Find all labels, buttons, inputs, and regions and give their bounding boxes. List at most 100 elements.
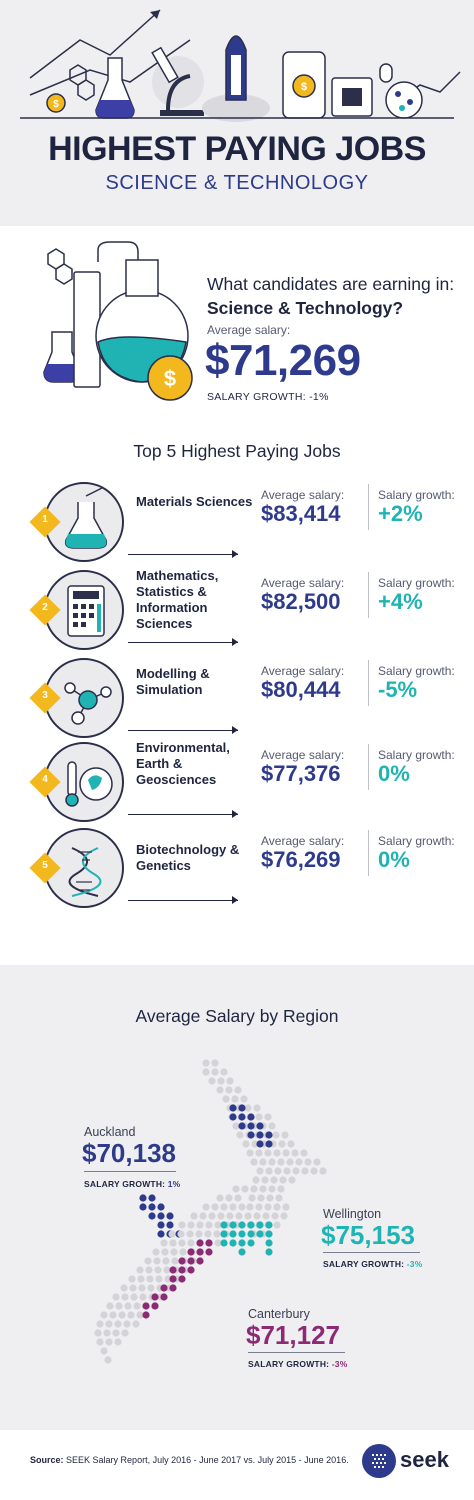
map-dot: [103, 1329, 111, 1337]
wellington-growth: SALARY GROWTH: -3%: [323, 1259, 422, 1269]
map-dot: [205, 1221, 213, 1229]
intro-salary-growth: SALARY GROWTH: -1%: [207, 391, 329, 403]
map-dot: [220, 1230, 228, 1238]
map-dot: [104, 1356, 112, 1364]
map-dot: [264, 1113, 272, 1121]
map-dot: [256, 1221, 264, 1229]
map-dot: [300, 1149, 308, 1157]
job-row: 2 Mathematics, Statistics & Information S…: [0, 566, 474, 650]
map-dot: [157, 1212, 165, 1220]
map-dot: [220, 1068, 228, 1076]
map-dot: [229, 1113, 237, 1121]
map-dot: [255, 1203, 263, 1211]
wellington-label: Wellington: [323, 1207, 382, 1221]
map-dot: [187, 1266, 195, 1274]
canterbury-rule: [248, 1352, 345, 1353]
map-dot: [94, 1329, 102, 1337]
map-dot: [114, 1338, 122, 1346]
map-dot: [127, 1311, 135, 1319]
map-dot: [112, 1293, 120, 1301]
canterbury-salary: $71,127: [246, 1320, 340, 1350]
map-dot: [240, 1095, 248, 1103]
rank-number: 3: [42, 690, 48, 701]
map-dot: [114, 1320, 122, 1328]
map-dot: [169, 1239, 177, 1247]
intro-question-line2: Science & Technology?: [207, 298, 404, 318]
map-dot: [148, 1194, 156, 1202]
map-dot: [136, 1311, 144, 1319]
map-dot: [279, 1176, 287, 1184]
map-dot: [169, 1284, 177, 1292]
map-dot: [247, 1122, 255, 1130]
map-dot: [166, 1212, 174, 1220]
seek-logo-icon: [362, 1444, 396, 1478]
map-dot: [129, 1284, 137, 1292]
map-dot: [282, 1149, 290, 1157]
map-dot: [229, 1221, 237, 1229]
map-dot: [304, 1158, 312, 1166]
map-dot: [270, 1176, 278, 1184]
map-dot: [142, 1311, 150, 1319]
svg-text:$: $: [53, 99, 59, 110]
map-dot: [112, 1329, 120, 1337]
job-growth-label: Salary growth:: [378, 748, 455, 762]
map-dot: [292, 1167, 300, 1175]
arrow-right-icon: [232, 550, 238, 558]
map-dot: [255, 1149, 263, 1157]
job-salary-growth: +4%: [378, 589, 423, 614]
map-dot: [123, 1320, 131, 1328]
map-dot: [265, 1167, 273, 1175]
map-dot: [244, 1104, 252, 1112]
map-dot: [146, 1275, 154, 1283]
map-dot: [96, 1338, 104, 1346]
map-dot: [124, 1302, 132, 1310]
map-dot: [244, 1212, 252, 1220]
wellington-rule: [323, 1252, 420, 1253]
arrow-right-icon: [232, 810, 238, 818]
map-dot: [204, 1230, 212, 1238]
map-dot: [222, 1095, 230, 1103]
map-dot: [226, 1077, 234, 1085]
map-dot: [109, 1311, 117, 1319]
map-dot: [196, 1239, 204, 1247]
map-dot: [247, 1221, 255, 1229]
map-dot: [313, 1158, 321, 1166]
map-dot: [142, 1302, 150, 1310]
map-dot: [278, 1140, 286, 1148]
map-dot: [280, 1212, 288, 1220]
job-salary-growth: 0%: [378, 847, 410, 872]
map-dot: [319, 1167, 327, 1175]
map-dot: [229, 1239, 237, 1247]
map-dot: [152, 1248, 160, 1256]
map-dot: [301, 1167, 309, 1175]
map-dot: [160, 1239, 168, 1247]
map-dot: [220, 1203, 228, 1211]
map-dot: [256, 1122, 264, 1130]
intro-question-line1: What candidates are earning in:: [207, 274, 455, 294]
map-dot: [264, 1203, 272, 1211]
map-dot: [247, 1239, 255, 1247]
header-banner: $ $ HIGHEST PAYING JOBS SCIENCE & TECHNO…: [0, 0, 474, 226]
svg-text:$: $: [301, 81, 307, 93]
map-dot: [238, 1248, 246, 1256]
source-text: SEEK Salary Report, July 2016 - June 201…: [66, 1455, 349, 1465]
map-dot: [148, 1212, 156, 1220]
job-divider: [368, 744, 369, 790]
map-dot: [139, 1203, 147, 1211]
job-avg-salary: $82,500: [261, 589, 341, 614]
job-avg-salary: $83,414: [261, 501, 341, 526]
map-dot: [268, 1122, 276, 1130]
job-row: 1 Materials Sciences Average salary: $83,41…: [0, 478, 474, 562]
map-dot: [217, 1077, 225, 1085]
map-dot: [253, 1104, 261, 1112]
map-dot: [232, 1185, 240, 1193]
map-dot: [238, 1104, 246, 1112]
nz-dot-map: [94, 1059, 327, 1364]
map-dot: [238, 1221, 246, 1229]
job-divider: [368, 572, 369, 618]
map-dot: [132, 1320, 140, 1328]
map-dot: [256, 1167, 264, 1175]
rank-number: 4: [42, 774, 48, 785]
globe-thermometer-icon: [65, 761, 113, 807]
dna-icon: [68, 847, 102, 897]
